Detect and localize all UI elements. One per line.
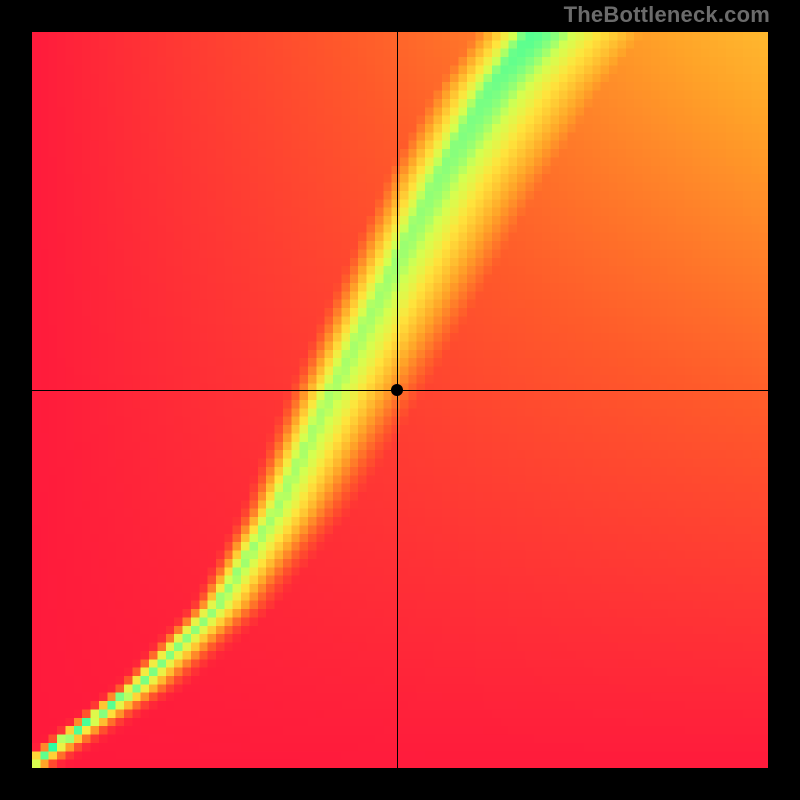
plot-area xyxy=(32,32,768,768)
watermark-text: TheBottleneck.com xyxy=(564,2,770,28)
crosshair-vertical xyxy=(397,32,398,768)
frame: TheBottleneck.com xyxy=(0,0,800,800)
heatmap-canvas xyxy=(32,32,768,768)
marker-dot xyxy=(391,384,403,396)
